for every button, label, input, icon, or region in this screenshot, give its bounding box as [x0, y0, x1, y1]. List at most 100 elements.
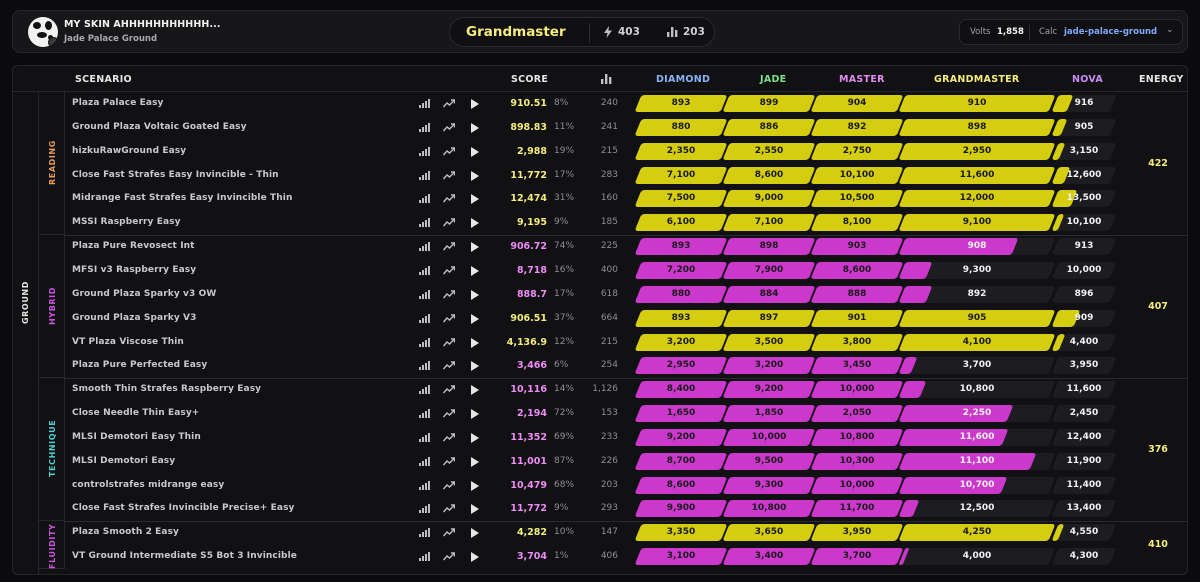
play-icon[interactable] — [471, 528, 479, 539]
chevron-down-icon[interactable]: ⌄ — [1166, 25, 1174, 35]
play-icon[interactable] — [471, 409, 479, 420]
scenario-name[interactable]: Midrange Fast Strafes Easy Invincible Th… — [72, 193, 293, 204]
leaderboard-icon[interactable] — [419, 122, 430, 132]
trend-icon[interactable] — [443, 361, 455, 370]
play-icon[interactable] — [471, 218, 479, 229]
play-icon[interactable] — [471, 504, 479, 515]
avatar[interactable] — [28, 17, 58, 47]
leaderboard-icon[interactable] — [419, 170, 430, 180]
leaderboard-icon[interactable] — [419, 265, 430, 275]
trend-icon[interactable] — [443, 218, 455, 227]
play-icon[interactable] — [471, 194, 479, 205]
table-row[interactable]: Ground Plaza Voltaic Goated Easy 898.83 11… — [65, 116, 1187, 140]
scenario-name[interactable]: Ground Plaza Sparky v3 OW — [72, 288, 217, 299]
leaderboard-icon[interactable] — [419, 456, 430, 466]
scenario-name[interactable]: VT Ground Intermediate S5 Bot 3 Invincib… — [72, 551, 297, 562]
col-scenario[interactable]: SCENARIO — [75, 74, 132, 85]
table-row[interactable]: Close Needle Thin Easy+ 2,194 72% 153 1,650 1… — [65, 402, 1187, 426]
scenario-name[interactable]: hizkuRawGround Easy — [72, 145, 187, 156]
play-icon[interactable] — [471, 385, 479, 396]
leaderboard-icon[interactable] — [419, 337, 430, 347]
table-row[interactable]: MSSI Raspberry Easy 9,195 9% 185 6,100 7,100 8… — [65, 211, 1187, 235]
table-row[interactable]: controlstrafes midrange easy 10,479 68% 203… — [65, 474, 1187, 498]
leaderboard-icon[interactable] — [419, 552, 430, 562]
scenario-name[interactable]: MLSI Demotori Easy Thin — [72, 431, 201, 442]
leaderboard-icon[interactable] — [419, 218, 430, 228]
table-row[interactable]: Plaza Palace Easy 910.51 8% 240 893 899 904 910… — [65, 92, 1187, 116]
table-row[interactable]: Plaza Smooth 2 Easy 4,282 10% 147 3,350 3,650… — [65, 521, 1187, 545]
table-row[interactable]: Ground Plaza Sparky v3 OW 888.7 17% 618 880 8… — [65, 283, 1187, 307]
leaderboard-icon[interactable] — [419, 385, 430, 395]
play-icon[interactable] — [471, 456, 479, 467]
trend-icon[interactable] — [443, 290, 455, 299]
trend-icon[interactable] — [443, 552, 455, 561]
scenario-name[interactable]: MSSI Raspberry Easy — [72, 217, 181, 228]
scenario-name[interactable]: Plaza Pure Perfected Easy — [72, 360, 208, 371]
table-row[interactable]: VT Plaza Viscose Thin 4,136.9 12% 215 3,200 3… — [65, 331, 1187, 355]
trend-icon[interactable] — [443, 433, 455, 442]
scenario-name[interactable]: MFSI v3 Raspberry Easy — [72, 264, 197, 275]
table-row[interactable]: MLSI Demotori Easy Thin 11,352 69% 233 9,200… — [65, 426, 1187, 450]
scenario-name[interactable]: Plaza Smooth 2 Easy — [72, 527, 180, 538]
leaderboard-icon[interactable] — [419, 361, 430, 371]
trend-icon[interactable] — [443, 313, 455, 323]
trend-icon[interactable] — [443, 146, 455, 156]
table-row[interactable]: Plaza Pure Revosect Int 906.72 74% 225 893 89… — [65, 235, 1187, 259]
trend-icon[interactable] — [443, 337, 455, 347]
play-icon[interactable] — [471, 146, 479, 157]
leaderboard-icon[interactable] — [419, 242, 430, 252]
play-icon[interactable] — [471, 122, 479, 133]
scenario-name[interactable]: MLSI Demotori Easy — [72, 455, 176, 466]
calc-value[interactable]: jade-palace-ground — [1064, 27, 1158, 37]
trend-icon[interactable] — [443, 528, 455, 537]
play-icon[interactable] — [471, 289, 479, 300]
leaderboard-icon[interactable] — [419, 504, 430, 514]
leaderboard-icon[interactable] — [419, 289, 430, 299]
trend-icon[interactable] — [443, 194, 455, 203]
scenario-name[interactable]: Ground Plaza Voltaic Goated Easy — [72, 121, 247, 132]
play-icon[interactable] — [471, 337, 479, 348]
scenario-name[interactable]: Ground Plaza Sparky V3 — [72, 312, 197, 323]
trend-icon[interactable] — [443, 266, 455, 275]
table-row[interactable]: Smooth Thin Strafes Raspberry Easy 10,116… — [65, 378, 1187, 402]
scenario-name[interactable]: Plaza Palace Easy — [72, 98, 164, 108]
trend-icon[interactable] — [443, 99, 455, 108]
play-icon[interactable] — [471, 552, 479, 563]
table-row[interactable]: MLSI Demotori Easy 11,001 87% 226 8,700 9,500… — [65, 450, 1187, 474]
table-row[interactable]: MFSI v3 Raspberry Easy 8,718 16% 400 7,200 7,… — [65, 259, 1187, 283]
scenario-name[interactable]: Close Fast Strafes Easy Invincible - Thi… — [72, 169, 279, 180]
play-icon[interactable] — [471, 480, 479, 491]
leaderboard-icon[interactable] — [419, 146, 430, 156]
leaderboard-icon[interactable] — [419, 528, 430, 538]
trend-icon[interactable] — [443, 504, 455, 513]
scenario-name[interactable]: Smooth Thin Strafes Raspberry Easy — [72, 384, 262, 395]
col-score[interactable]: SCORE — [511, 74, 549, 85]
play-icon[interactable] — [471, 361, 479, 372]
leaderboard-icon[interactable] — [419, 480, 430, 490]
table-row[interactable]: Plaza Pure Perfected Easy 3,466 6% 254 2,950… — [65, 354, 1187, 378]
table-row[interactable]: VT Ground Intermediate S5 Bot 3 Invincib… — [65, 545, 1187, 569]
leaderboard-icon[interactable] — [419, 409, 430, 419]
leaderboard-icon[interactable] — [419, 313, 430, 323]
table-row[interactable]: Midrange Fast Strafes Easy Invincible Th… — [65, 187, 1187, 211]
play-icon[interactable] — [471, 265, 479, 276]
scenario-name[interactable]: Plaza Pure Revosect Int — [72, 241, 195, 252]
play-icon[interactable] — [471, 432, 479, 443]
scenario-name[interactable]: Close Fast Strafes Invincible Precise+ E… — [72, 503, 295, 514]
table-row[interactable]: Close Fast Strafes Invincible Precise+ E… — [65, 497, 1187, 521]
table-row[interactable]: hizkuRawGround Easy 2,988 19% 215 2,350 2,550… — [65, 140, 1187, 164]
scenario-name[interactable]: Close Needle Thin Easy+ — [72, 408, 200, 419]
leaderboard-icon[interactable] — [419, 194, 430, 204]
calc-selector[interactable]: Volts 1,858 Calc jade-palace-ground ⌄ — [959, 19, 1183, 45]
trend-icon[interactable] — [443, 170, 455, 180]
trend-icon[interactable] — [443, 480, 455, 490]
trend-icon[interactable] — [443, 123, 455, 132]
trend-icon[interactable] — [443, 242, 455, 251]
trend-icon[interactable] — [443, 385, 455, 394]
trend-icon[interactable] — [443, 457, 455, 466]
table-row[interactable]: Close Fast Strafes Easy Invincible - Thi… — [65, 164, 1187, 188]
scenario-name[interactable]: controlstrafes midrange easy — [72, 479, 225, 490]
play-icon[interactable] — [471, 99, 479, 109]
scenario-name[interactable]: VT Plaza Viscose Thin — [72, 336, 184, 347]
plays-column-icon[interactable] — [601, 74, 612, 84]
